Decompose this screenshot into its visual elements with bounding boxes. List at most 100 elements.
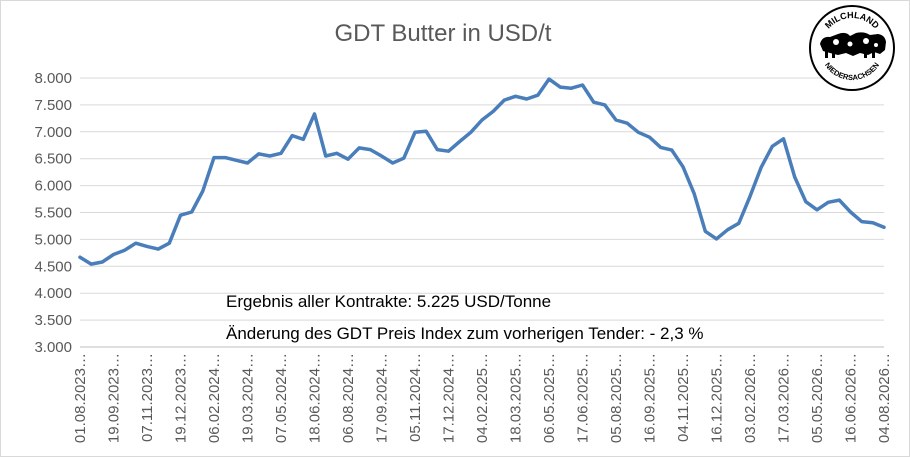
y-tick-label: 3.000 — [34, 339, 72, 356]
data-point — [368, 148, 372, 152]
data-point — [257, 152, 261, 156]
data-point — [268, 154, 272, 158]
x-tick-label: 17.06.2025… — [575, 353, 592, 443]
x-tick-label: 16.06.2026… — [843, 353, 860, 443]
data-point — [380, 154, 383, 158]
data-point — [502, 98, 506, 102]
data-point — [558, 85, 562, 89]
data-point — [413, 130, 417, 134]
change-annotation: Änderung des GDT Preis Index zum vorheri… — [226, 324, 704, 343]
data-point — [793, 175, 797, 179]
y-tick-label: 7.000 — [34, 124, 72, 141]
y-tick-label: 8.000 — [34, 70, 72, 87]
data-point — [279, 151, 283, 155]
y-tick-label: 6.000 — [34, 178, 72, 195]
data-point — [737, 221, 741, 225]
data-point — [715, 237, 718, 241]
y-tick-label: 3.500 — [34, 312, 72, 329]
series-line — [78, 77, 886, 266]
x-tick-label: 01.08.2023… — [72, 353, 89, 443]
x-tick-label: 17.12.2024… — [441, 353, 458, 443]
milchland-niedersachsen-logo: MILCHLAND NIEDERSACHSEN — [809, 5, 895, 91]
data-point — [201, 189, 205, 193]
data-point — [815, 208, 819, 212]
chart-title: GDT Butter in USD/t — [334, 20, 552, 47]
y-tick-label: 4.500 — [34, 258, 72, 275]
data-point — [100, 260, 104, 264]
data-point — [435, 148, 439, 152]
data-point — [402, 156, 406, 160]
data-point — [871, 221, 875, 225]
series-layer — [78, 77, 886, 266]
data-point — [837, 198, 841, 202]
x-tick-label: 16.09.2025… — [642, 353, 659, 443]
data-point — [234, 158, 238, 162]
data-point — [357, 146, 361, 150]
x-tick-label: 05.11.2024… — [407, 353, 424, 442]
data-point — [670, 148, 674, 152]
x-tick-label: 17.09.2024… — [374, 353, 391, 443]
data-point — [246, 161, 249, 165]
x-tick-label: 06.02.2024… — [206, 353, 223, 443]
data-point — [826, 200, 830, 204]
y-tick-label: 5.000 — [34, 231, 72, 248]
data-point — [112, 252, 115, 256]
x-tick-label: 17.03.2026… — [776, 353, 793, 443]
gridlines — [80, 77, 884, 321]
data-point — [592, 100, 596, 104]
data-point — [156, 247, 160, 251]
data-point — [346, 157, 350, 161]
data-point — [424, 129, 428, 133]
data-point — [469, 130, 473, 134]
data-point — [703, 229, 707, 233]
data-point — [301, 137, 305, 141]
data-point — [78, 255, 82, 259]
x-tick-label: 04.02.2025… — [474, 353, 491, 443]
x-tick-label: 04.08.2026… — [876, 353, 893, 443]
x-axis-ticks: 01.08.2023… 19.09.2023… 07.11.2023… 19.12.2… — [72, 353, 893, 443]
data-point — [547, 77, 551, 81]
x-tick-label: 19.09.2023… — [106, 353, 123, 443]
x-tick-label: 07.11.2023… — [139, 353, 156, 442]
x-tick-label: 05.05.2026… — [809, 353, 826, 443]
data-point — [335, 151, 339, 155]
data-point — [782, 137, 785, 141]
x-tick-label: 18.06.2024… — [307, 353, 324, 443]
x-tick-label: 16.12.2025… — [709, 353, 726, 443]
x-tick-label: 06.08.2024… — [340, 353, 357, 443]
data-point — [804, 200, 808, 204]
y-axis-ticks: 3.000 3.500 4.000 4.500 5.000 5.500 6.000 6.500… — [34, 70, 72, 356]
data-point — [324, 154, 328, 158]
data-point — [290, 134, 294, 138]
data-point — [458, 139, 462, 143]
data-point — [692, 192, 696, 196]
data-point — [480, 118, 484, 122]
data-point — [89, 262, 93, 266]
x-tick-label: 19.12.2023… — [173, 353, 190, 443]
data-point — [223, 156, 227, 160]
data-point — [659, 145, 663, 149]
data-point — [525, 97, 529, 101]
x-tick-label: 07.05.2024… — [273, 353, 290, 443]
data-point — [167, 241, 171, 245]
data-point — [625, 121, 629, 125]
data-point — [536, 93, 540, 97]
data-point — [648, 135, 651, 139]
data-point — [179, 213, 182, 217]
data-point — [391, 161, 395, 165]
data-point — [770, 144, 774, 148]
data-point — [145, 244, 149, 248]
data-point — [603, 103, 607, 107]
x-tick-label: 03.02.2026… — [742, 353, 759, 443]
y-tick-label: 4.000 — [34, 285, 72, 302]
data-point — [313, 112, 316, 116]
data-point — [190, 210, 194, 214]
x-tick-label: 05.08.2025… — [608, 353, 625, 443]
x-tick-label: 04.11.2025… — [675, 353, 692, 442]
data-point — [447, 149, 450, 153]
y-tick-label: 7.500 — [34, 97, 72, 114]
data-point — [581, 83, 584, 87]
data-point — [636, 130, 640, 134]
